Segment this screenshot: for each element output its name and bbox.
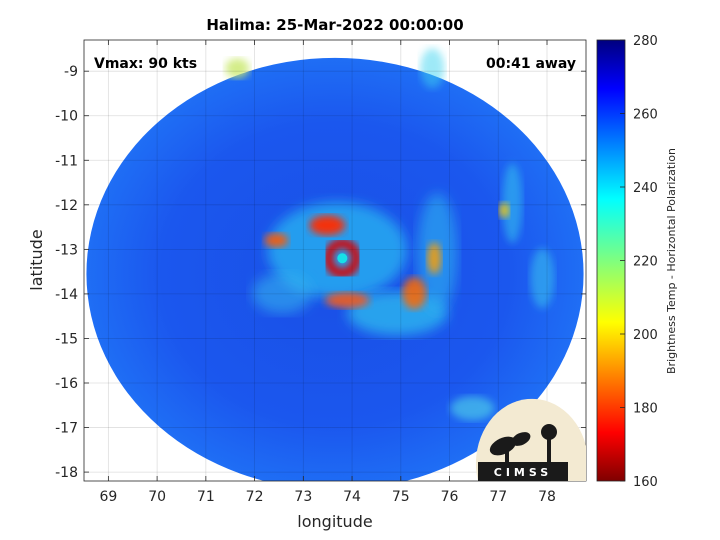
eyewall-ring <box>323 238 361 278</box>
storm-band <box>264 233 289 248</box>
storm-band <box>225 58 250 79</box>
colorbar-tick-label: 220 <box>633 255 658 270</box>
storm-band <box>325 292 370 309</box>
storm-band <box>267 202 408 299</box>
y-tick-label: -10 <box>55 109 78 125</box>
vmax-annotation: Vmax: 90 kts <box>94 56 197 72</box>
time-away-annotation: 00:41 away <box>486 56 576 72</box>
x-tick-label: 69 <box>99 489 117 505</box>
storm-band <box>402 277 427 310</box>
logo-tower-icon <box>541 424 557 440</box>
axes-frame <box>83 39 587 482</box>
colorbar-tick-label: 260 <box>633 108 658 123</box>
x-tick-label: 71 <box>197 489 215 505</box>
storm-band <box>502 163 523 244</box>
colorbar-tick-label: 200 <box>633 328 658 343</box>
x-tick-label: 75 <box>392 489 410 505</box>
storm-band <box>530 248 555 309</box>
x-tick-label: 70 <box>148 489 166 505</box>
colorbar-ticks: 280 260 240 220 200 180 160 <box>620 34 658 490</box>
x-axis-label: longitude <box>297 512 372 531</box>
storm-band <box>420 48 445 89</box>
cimss-logo: CIMSS <box>475 398 586 481</box>
logo-banner <box>478 462 568 481</box>
storm-band <box>450 396 495 421</box>
x-tick-label: 76 <box>441 489 459 505</box>
chart-title: Halima: 25-Mar-2022 00:00:00 <box>206 16 463 34</box>
x-tick-label: 77 <box>489 489 507 505</box>
logo-sky <box>475 398 586 481</box>
logo-dish-icon <box>489 436 517 456</box>
x-tick-label: 72 <box>246 489 264 505</box>
x-tick-label: 78 <box>538 489 556 505</box>
y-tick-label: -13 <box>55 242 78 258</box>
colorbar-label: Brightness Temp - Horizontal Polarizatio… <box>665 148 678 374</box>
brightness-temp-swath <box>86 48 584 481</box>
storm-band <box>252 273 313 314</box>
y-tick-label: -14 <box>55 287 78 303</box>
logo-dish-stand <box>505 448 509 462</box>
colorbar-tick-label: 280 <box>633 34 658 49</box>
colorbar-tick-label: 160 <box>633 475 658 490</box>
y-tick-label: -16 <box>55 376 78 392</box>
y-tick-label: -9 <box>64 64 78 80</box>
grid-lines <box>84 40 586 481</box>
axis-ticks: 69 70 71 72 73 74 75 76 77 78 -9 -10 -11 -12 -13 -14 -15… <box>55 40 586 505</box>
y-tick-label: -18 <box>55 465 78 481</box>
y-tick-label: -11 <box>55 153 78 169</box>
y-tick-label: -17 <box>55 421 78 437</box>
logo-tower-pole <box>547 438 551 462</box>
y-tick-label: -15 <box>55 331 78 347</box>
logo-dish-small-icon <box>511 432 531 446</box>
y-tick-label: -12 <box>55 198 78 214</box>
x-tick-label: 74 <box>343 489 361 505</box>
logo-text: CIMSS <box>494 466 552 479</box>
storm-eye <box>337 253 348 264</box>
colorbar-tick-label: 180 <box>633 402 658 417</box>
storm-band <box>309 215 346 236</box>
storm-band <box>427 242 442 275</box>
storm-band <box>499 202 510 219</box>
y-axis-label: latitude <box>27 229 46 290</box>
colorbar-tick-label: 240 <box>633 181 658 196</box>
x-tick-label: 73 <box>294 489 312 505</box>
